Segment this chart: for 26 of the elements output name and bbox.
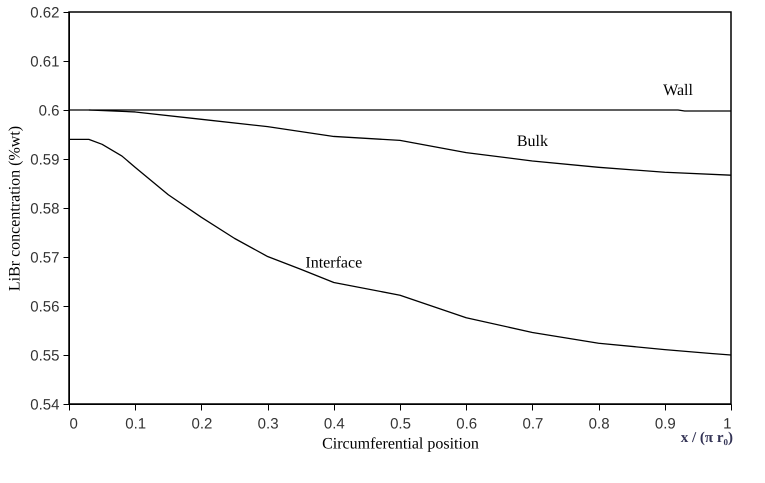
y-tick-label: 0.59 — [30, 152, 60, 168]
series-label: Bulk — [516, 132, 548, 150]
text: x / (π r₀) — [680, 430, 734, 446]
x-tick-label: 0.8 — [588, 416, 610, 432]
x-tick-label: 0.7 — [522, 416, 544, 432]
y-tick-label: 0.62 — [30, 4, 60, 22]
y-tick-label: 0.54 — [30, 396, 60, 414]
x-tick-label: 0.1 — [125, 416, 146, 432]
y-tick-label: 0.58 — [30, 200, 60, 218]
x-tick-label: 0 — [70, 416, 78, 432]
y-tick-label: 0.57 — [30, 250, 60, 266]
x-tick-label: 0.4 — [324, 416, 345, 432]
y-tick-label: 0.61 — [30, 54, 60, 70]
y-tick-label: 0.6 — [38, 102, 60, 120]
x-axis-title: Circumferential position — [322, 436, 479, 452]
x-tick-label: 0.5 — [390, 416, 411, 432]
series-label: Interface — [305, 254, 362, 272]
y-axis-title: LiBr concentration (%wt) — [6, 126, 24, 292]
x-tick-label: 0.9 — [654, 416, 676, 432]
series-label: Wall — [663, 82, 694, 99]
y-tick-label: 0.55 — [30, 348, 60, 364]
x-tick-label: 0.3 — [258, 416, 279, 432]
y-tick-label: 0.56 — [30, 298, 60, 316]
x-tick-label: 0.6 — [456, 416, 478, 432]
x-tick-label: 0.2 — [191, 416, 212, 432]
x-tick-label: 1 — [723, 416, 732, 432]
